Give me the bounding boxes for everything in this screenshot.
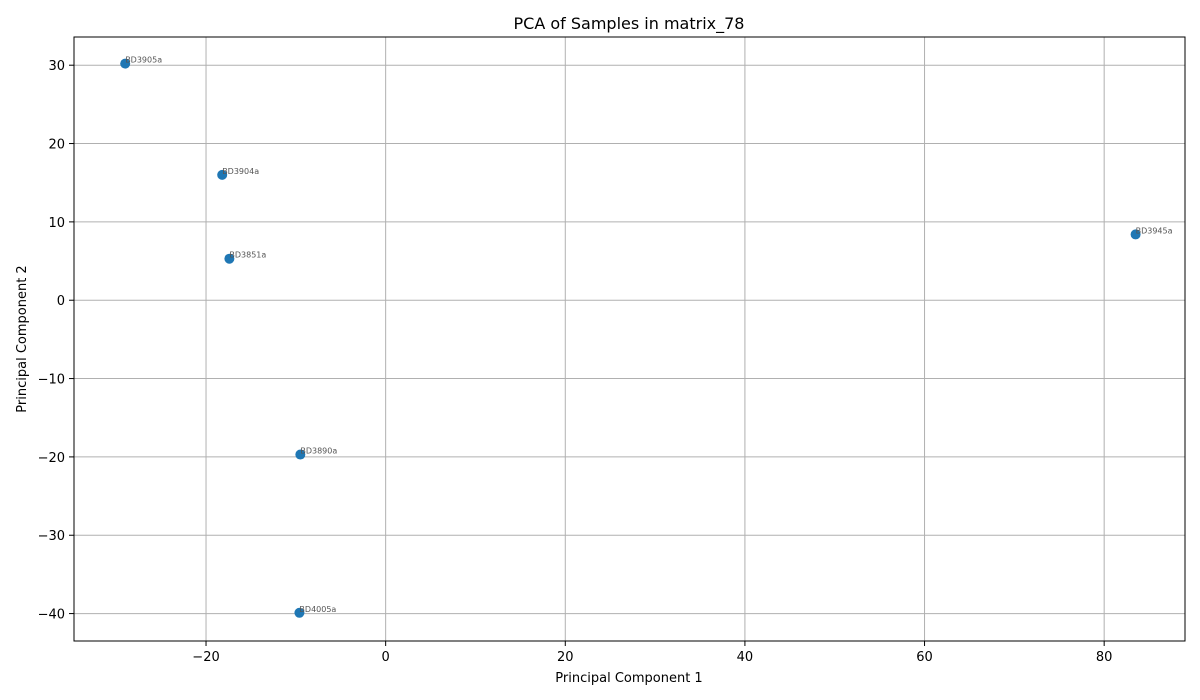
x-tick-label: 20 xyxy=(557,650,574,665)
y-tick-label: −10 xyxy=(38,373,65,388)
x-tick-label: 60 xyxy=(916,650,933,665)
y-tick-label: 10 xyxy=(48,216,65,231)
data-point xyxy=(224,253,235,264)
x-tick-label: 0 xyxy=(382,650,390,665)
data-point-label: BD3890a xyxy=(300,447,337,456)
data-point-label: BD3945a xyxy=(1136,226,1173,235)
data-point xyxy=(120,58,131,69)
tick-layer: −20 0 20 40 60 80 −40 −30 −20 −10 0 10 20 30 xyxy=(38,59,1113,665)
data-point-label: BD3851a xyxy=(229,251,266,260)
data-point xyxy=(294,607,305,618)
data-point-label: BD3905a xyxy=(125,56,162,65)
grid-layer xyxy=(74,37,1185,641)
y-axis-label: Principal Component 2 xyxy=(15,265,30,412)
data-point xyxy=(217,169,228,180)
x-tick-label: 40 xyxy=(737,650,754,665)
y-tick-label: 30 xyxy=(48,59,65,74)
y-tick-label: −30 xyxy=(38,529,65,544)
x-axis-label: Principal Component 1 xyxy=(555,671,702,686)
x-tick-label: 80 xyxy=(1096,650,1113,665)
x-tick-label: −20 xyxy=(192,650,219,665)
data-point-label: BD3904a xyxy=(222,167,259,176)
y-tick-label: 20 xyxy=(48,138,65,153)
y-tick-label: −40 xyxy=(38,608,65,623)
point-layer: BD3905a BD3904a BD3851a BD3945a BD3890a BD400… xyxy=(120,56,1173,618)
y-tick-label: −20 xyxy=(38,451,65,466)
data-point xyxy=(1130,229,1141,240)
data-point xyxy=(295,449,306,460)
data-point-label: BD4005a xyxy=(299,605,336,614)
chart-title: PCA of Samples in matrix_78 xyxy=(514,14,745,34)
plot-frame xyxy=(73,36,1186,642)
y-tick-label: 0 xyxy=(57,294,65,309)
